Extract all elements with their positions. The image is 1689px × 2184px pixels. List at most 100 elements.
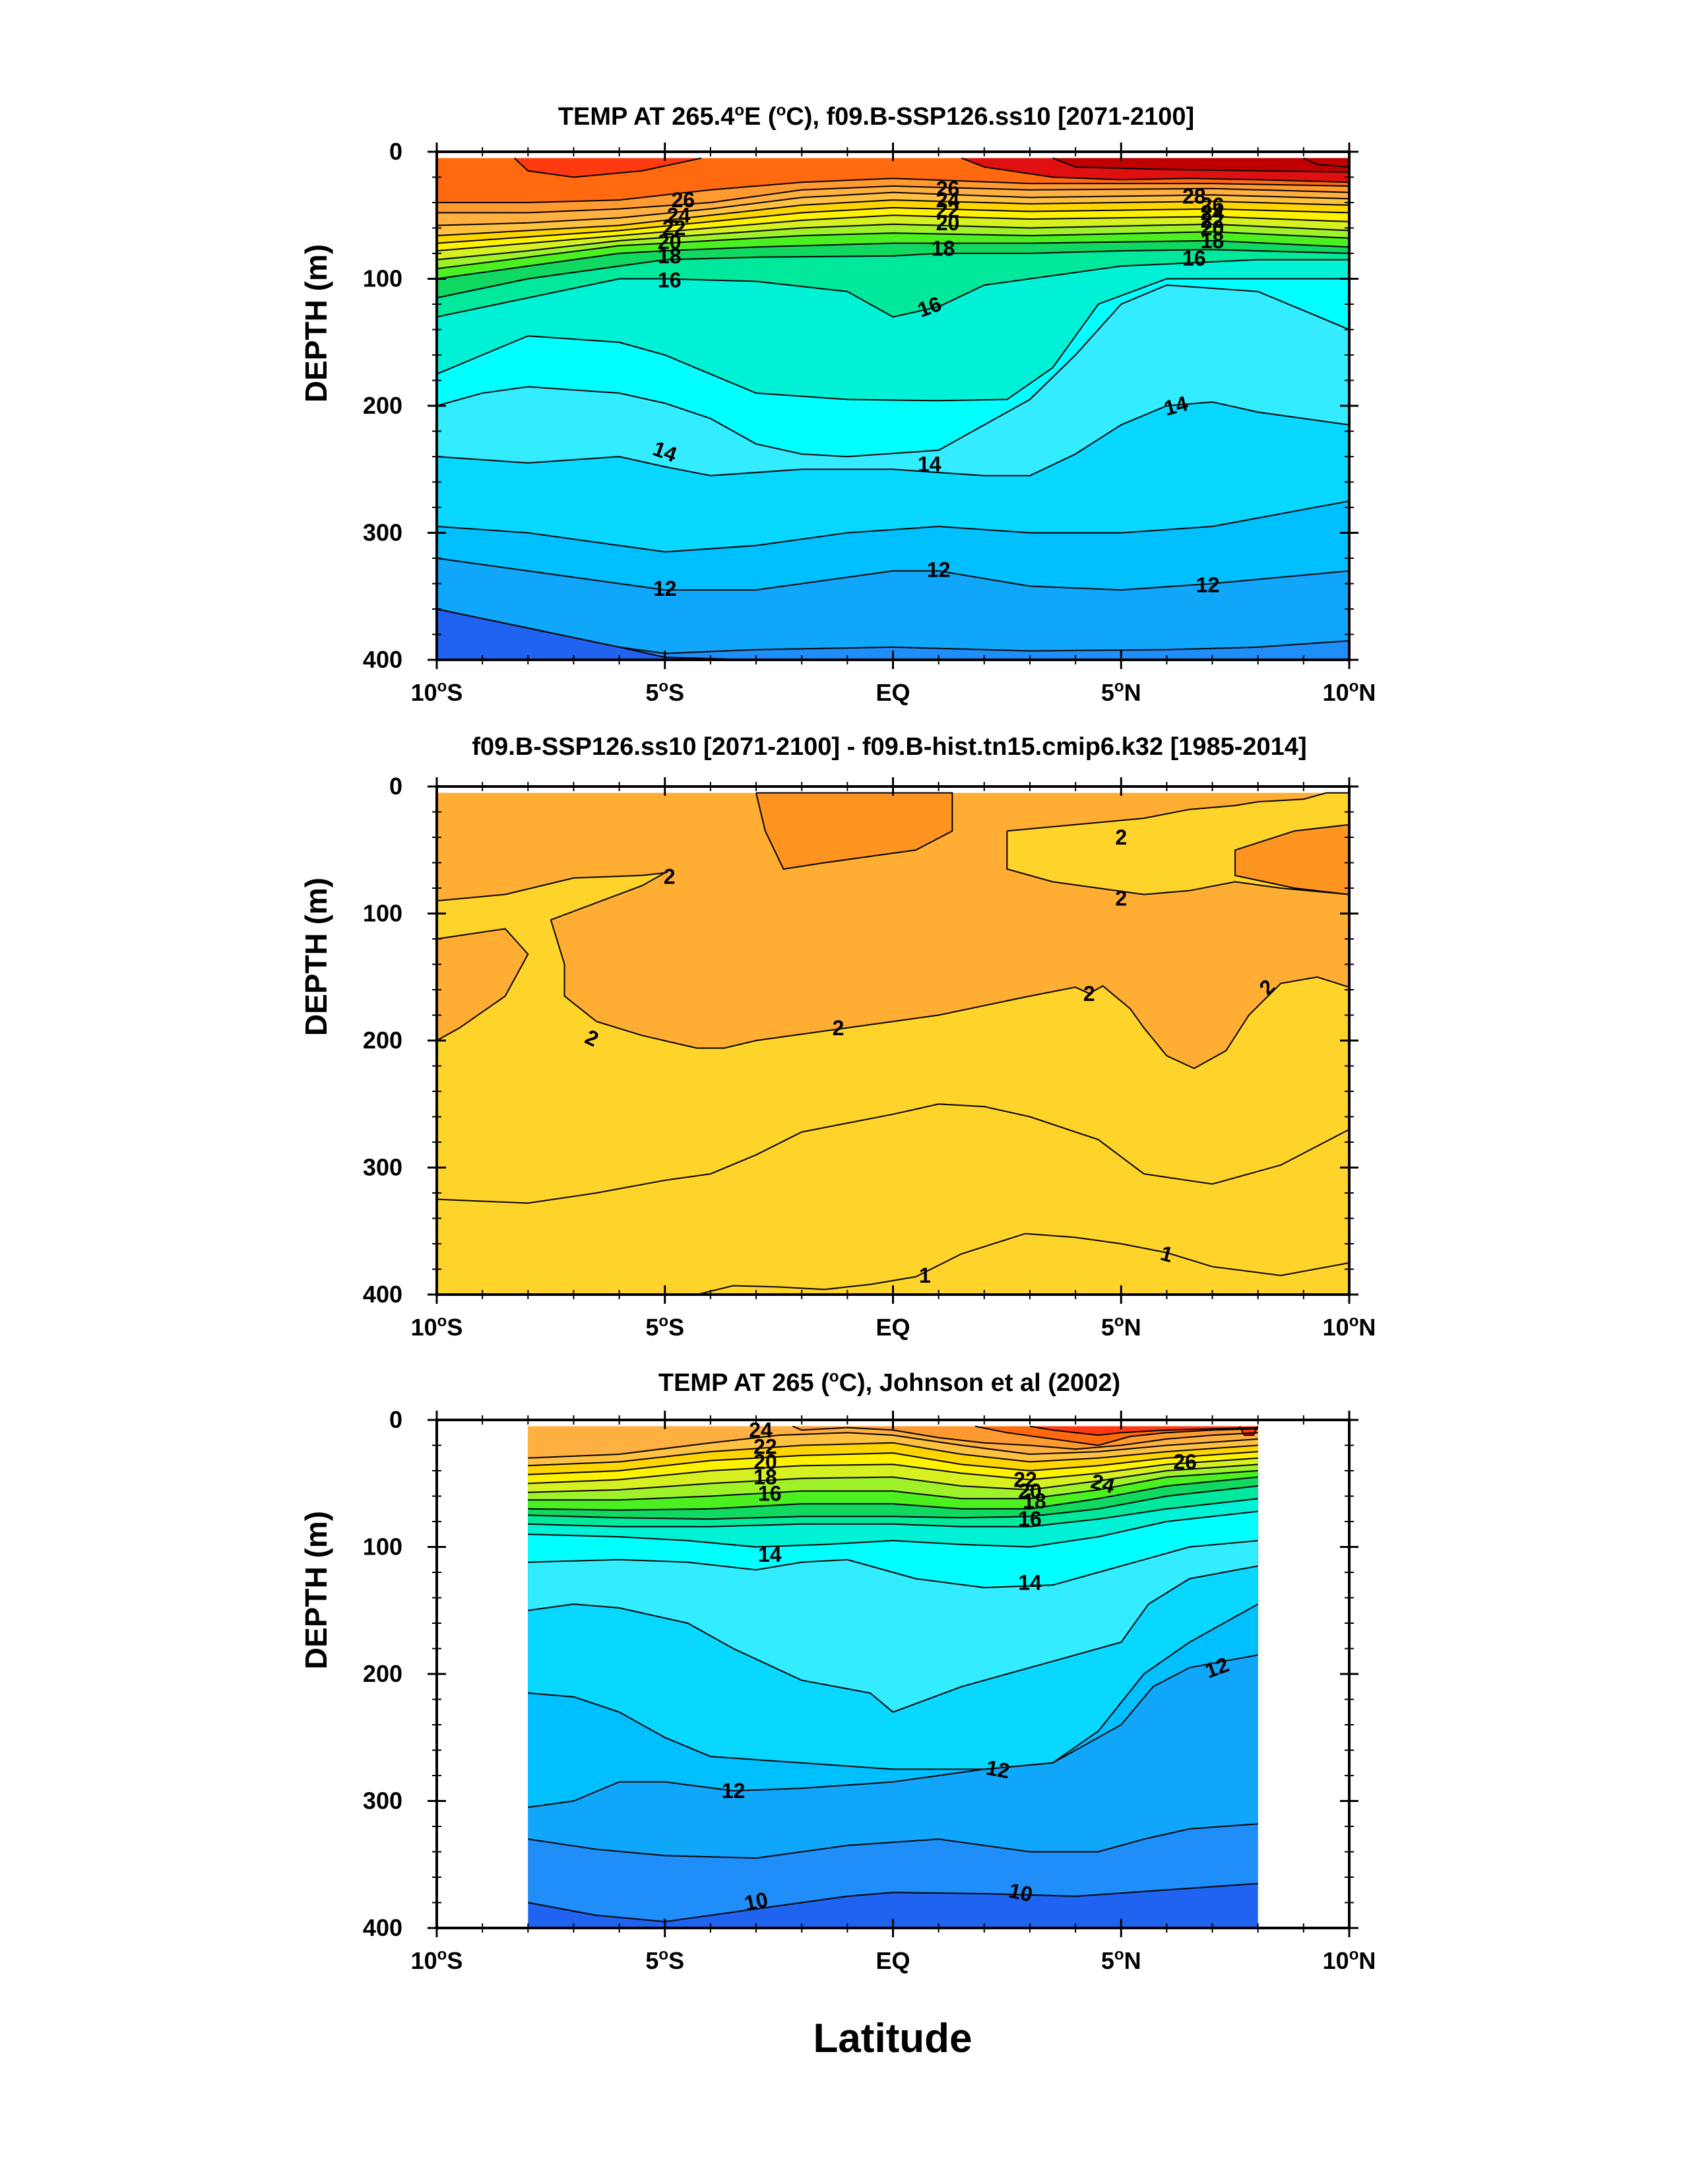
contour-label-text: 10 [742,1887,770,1915]
x-tick-label: 10oN [1323,678,1376,706]
contour-label: 22 [662,216,686,240]
contour-label: 24 [667,203,691,227]
contour-label-text: 24 [1201,201,1225,224]
contour-label-text: 20 [936,211,960,235]
y-tick-label: 100 [363,1533,402,1560]
x-tick-label: 10oN [1323,1312,1376,1341]
contour-label-text: 22 [1013,1468,1037,1492]
contour-label: 18 [1023,1489,1046,1513]
contour-label: 22 [753,1434,777,1458]
contour-label-text: 1 [919,1264,931,1287]
contour-label-text: 26 [672,188,695,212]
x-tick-label: EQ [876,1947,910,1974]
contour-band-30 [1052,158,1349,172]
contour-label-text: 12 [984,1756,1011,1783]
x-tick-label: 5oS [645,678,684,706]
contour-label-text: 10 [1007,1879,1035,1907]
contour-line-28 [1029,1425,1258,1436]
contour-line-22 [436,214,1350,252]
contour-label-text: 18 [1023,1489,1046,1513]
contour-line-28 [513,157,702,178]
contour-label: 10 [1007,1879,1035,1907]
x-tick-label: 5oS [645,1946,684,1974]
contour-line-21 [528,1463,1258,1493]
contour-line-19 [528,1476,1258,1511]
y-tick-label: 0 [389,138,402,165]
contour-label-text: 20 [1018,1479,1042,1503]
contour-line-12 [528,1654,1258,1809]
contour-line-18 [528,1485,1258,1520]
contour-label: 20 [1201,216,1225,240]
y-tick-label: 200 [363,1027,402,1054]
contour-label: 14 [758,1543,782,1566]
y-tick-label: 400 [363,646,402,673]
y-tick-label: 300 [363,519,402,546]
contour-label-text: 24 [936,188,960,212]
contour-label-text: 22 [753,1434,777,1458]
contour-line-21 [436,223,1350,261]
contour-label: 12 [1196,573,1220,596]
contour-line-14 [528,1565,1258,1713]
contour-line-23 [528,1451,1258,1475]
contour-label: 14 [918,453,941,476]
contour-line-23 [436,207,1350,244]
contour-line-1-0 [696,1233,1350,1295]
contour-line-1.5-1 [436,1103,1350,1204]
contour-line-10 [528,1882,1258,1923]
y-tick-label: 400 [363,1914,402,1941]
contour-line-29 [961,157,1350,183]
contour-line-25 [436,191,1350,226]
contour-line-14 [436,401,1350,476]
contour-label: 22 [1013,1468,1037,1492]
contour-label-text: 20 [753,1450,777,1474]
contour-label-text: 12 [722,1779,746,1803]
contour-label: 28 [1182,184,1206,208]
contour-label: 18 [658,244,682,268]
contour-line-11 [436,608,1350,655]
panel3-ylabel: DEPTH (m) [299,1511,333,1669]
contour-label: 16 [658,268,682,292]
contour-line-18 [436,249,1350,299]
panel1-title: TEMP AT 265.4oE (oC), f09.B-SSP126.ss10 … [558,102,1194,131]
x-tick-label: 10oS [411,1946,463,1974]
contour-label: 2 [664,865,676,889]
contour-line-24 [436,199,1350,237]
y-tick-label: 0 [389,1406,402,1433]
y-tick-label: 400 [363,1281,402,1308]
contour-label-text: 20 [658,230,682,254]
contour-label-text: 18 [932,236,955,260]
contour-label: 22 [1201,209,1225,232]
y-tick-label: 100 [363,265,402,292]
contour-band-28 [514,158,702,177]
contour-line-17 [528,1498,1258,1527]
contour-label-text: 16 [758,1482,782,1506]
contour-line-11 [528,1823,1258,1859]
contour-label: 18 [753,1465,777,1489]
contour-label-text: 24 [667,203,691,227]
x-tick-label: 10oS [411,1312,463,1341]
contour-label-text: 16 [1018,1507,1042,1531]
contour-label: 24 [1201,201,1225,224]
contour-label-text: 14 [918,453,941,476]
contour-line-17 [436,259,1349,318]
panel3-title: TEMP AT 265 (oC), Johnson et al (2002) [658,1368,1120,1397]
contour-label-text: 2 [1083,982,1095,1006]
contour-line-16 [436,278,1349,402]
contour-label-text: 22 [936,199,960,222]
contour-label: 20 [658,230,682,254]
contour-line-25 [528,1432,1258,1459]
contour-label: 2 [833,1016,844,1040]
contour-label: 16 [1018,1507,1042,1531]
contour-line-12 [436,558,1350,591]
x-tick-label: 5oS [645,1312,684,1341]
contour-label: 18 [1201,229,1225,253]
contour-line-27 [437,177,1350,203]
panel1-contour-plot: 2624222018162624222018162826242220181614… [436,157,1350,660]
contour-label: 12 [927,558,951,581]
y-tick-label: 300 [363,1154,402,1181]
contour-label-text: 16 [1182,247,1206,271]
panel2-axes: 0 100 200 300 400 10oS 5oS EQ 5oN 10oN [363,773,1376,1341]
contour-label: 24 [936,188,960,212]
